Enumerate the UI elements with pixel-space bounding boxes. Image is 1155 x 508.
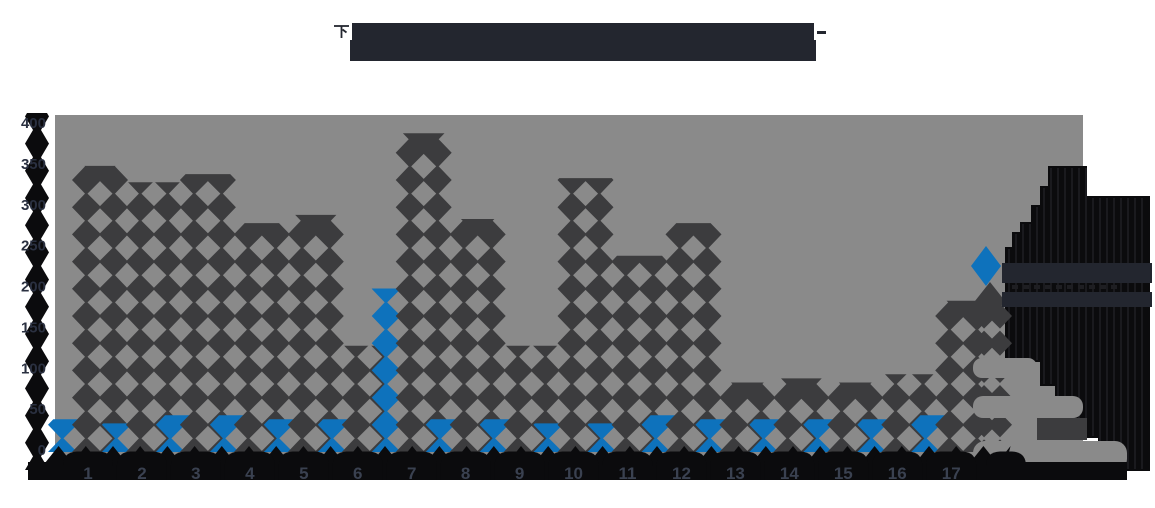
x-tick-dome [386,451,437,480]
title-text-block-1 [352,23,814,40]
bar-dark-2 [125,182,182,452]
x-tick-label-5: 5 [299,464,308,483]
legend-marker-blue [971,246,1001,286]
x-tick-label-6: 6 [353,464,362,483]
x-tick-dome [170,451,221,480]
bar-dark-holes-14 [788,398,814,451]
x-tick-dome [656,451,707,480]
bar-dark-holes-11 [627,262,652,451]
x-tick-dome [548,451,599,480]
x-tick-label-17: 17 [942,464,961,483]
bar-dark-holes-8 [465,235,491,451]
bar-blue-holes-7 [387,289,413,451]
right-charcoal-band [1037,418,1087,440]
x-tick-label-9: 9 [515,464,524,483]
x-tick-label-15: 15 [834,464,853,483]
x-tick-label-10: 10 [564,464,583,483]
bar-dark-holes-6 [357,344,383,451]
bar-dark-holes-4 [249,235,275,451]
bar-dark-holes-3 [195,181,221,451]
x-tick-dome [116,451,167,480]
x-tick-dome [332,451,383,480]
x-tick-dome [872,451,923,480]
bar-dark-holes-13 [734,398,760,451]
x-tick-label-4: 4 [245,464,255,483]
x-tick-dome [63,451,113,480]
y-axis-stripe [25,113,49,470]
legend-small-glyphs [1012,285,1117,289]
x-tick-dome [764,451,815,480]
title-line-1: 下 [333,22,833,40]
bar-dark-holes-12 [680,235,706,451]
gray-bar-1 [973,358,1037,378]
x-tick-label-16: 16 [888,464,907,483]
legend-label-block-2 [1002,292,1152,307]
bar-dark-holes-17 [950,317,976,451]
y-tick-label-0: 0 [38,442,46,459]
bar-dark-10 [557,178,614,452]
x-tick-dome [440,451,491,480]
x-tick-label-7: 7 [407,464,416,483]
y-tick-label-350: 350 [21,156,46,173]
y-tick-label-150: 150 [21,319,46,336]
x-tick-dome [818,451,869,480]
x-tick-dome [710,451,761,480]
y-tick-label-200: 200 [21,279,46,296]
bar-dark-holes-10 [573,181,599,451]
x-tick-label-12: 12 [672,464,691,483]
y-tick-label-50: 50 [29,401,46,418]
title-dash [817,31,826,34]
x-tick-label-2: 2 [137,464,146,483]
x-tick-dome [926,451,977,480]
x-tick-label-1: 1 [83,464,92,483]
gray-bar-2 [973,396,1083,418]
x-tick-label-3: 3 [191,464,200,483]
y-tick-label-400: 400 [21,115,46,132]
x-tick-label-8: 8 [461,464,470,483]
x-tick-dome [602,451,653,480]
bar-dark-holes-2 [141,181,167,451]
bar-dark-holes-1 [87,181,113,451]
legend-marker-dark [975,282,1005,320]
x-tick-dome [494,451,545,480]
bar-dark-holes-16 [896,371,922,451]
x-tick-label-14: 14 [780,464,799,483]
title-prefix-char [334,25,349,38]
chart-title: 下 [333,22,833,61]
bar-dark-holes-9 [519,344,545,451]
title-text-block-2 [350,40,816,61]
x-tick-dome [224,451,275,480]
x-tick-label-13: 13 [726,464,745,483]
y-tick-label-100: 100 [21,360,46,377]
legend-label-block-1 [1002,263,1152,283]
x-tick-dome [278,451,329,480]
x-tick-dome [986,451,1026,480]
y-tick-label-300: 300 [21,197,46,214]
bar-dark-holes-15 [842,398,868,451]
title-line-2 [333,40,833,61]
bar-dark-holes-7 [411,153,437,451]
x-tick-label-11: 11 [619,464,637,483]
bar-dark-holes-5 [303,235,329,451]
y-tick-label-250: 250 [21,238,46,255]
